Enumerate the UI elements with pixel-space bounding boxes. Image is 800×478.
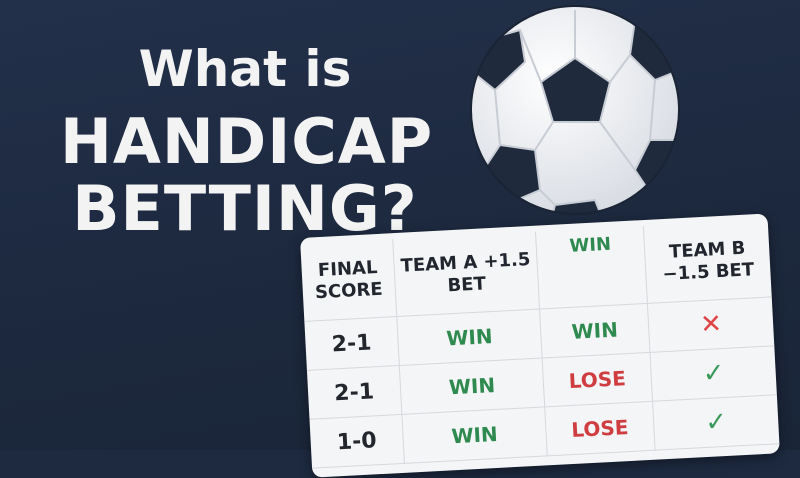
check-icon: ✓: [652, 394, 780, 451]
score-cell: 1-0: [309, 414, 405, 469]
result-cell: WIN: [539, 303, 650, 358]
header-win: WIN: [535, 226, 648, 310]
score-cell: 2-1: [306, 365, 402, 420]
score-cell: 2-1: [304, 316, 400, 371]
check-icon: ✓: [649, 345, 777, 402]
title-line-2: HANDICAP: [60, 105, 434, 178]
handicap-table-card: FINAL SCORE TEAM A +1.5 BET WIN TEAM B −…: [300, 213, 780, 478]
x-icon: ✕: [647, 296, 775, 353]
header-team-a: TEAM A +1.5 BET: [392, 231, 540, 317]
header-final-score: FINAL SCORE: [300, 239, 397, 322]
team-a-cell: WIN: [396, 309, 543, 366]
team-a-cell: WIN: [399, 357, 545, 415]
handicap-table: FINAL SCORE TEAM A +1.5 BET WIN TEAM B −…: [300, 219, 780, 469]
result-cell: LOSE: [544, 401, 656, 456]
result-cell: LOSE: [542, 352, 653, 407]
soccer-ball-icon: [470, 5, 680, 215]
title-line-1: What is: [138, 40, 352, 98]
title-line-3: BETTING?: [72, 172, 418, 245]
team-a-cell: WIN: [401, 406, 548, 464]
header-team-b: TEAM B −1.5 BET: [643, 219, 772, 304]
